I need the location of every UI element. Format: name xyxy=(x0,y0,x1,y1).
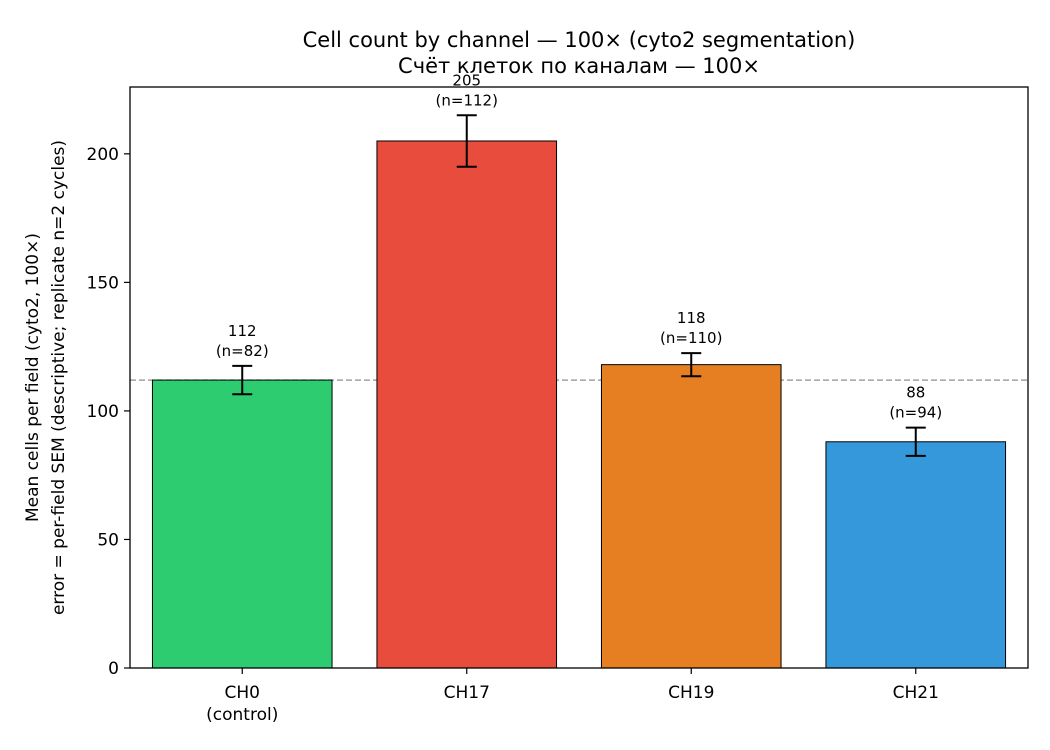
y-axis-label-line: error = per-field SEM (descriptive; repl… xyxy=(49,140,69,615)
bar-value-label: 112 xyxy=(228,322,257,340)
bar-n-label: (n=112) xyxy=(436,91,498,109)
bar-n-label: (n=94) xyxy=(889,404,942,422)
chart-title-line: Счёт клеток по каналам — 100× xyxy=(398,54,760,78)
bar-value-label: 205 xyxy=(452,71,481,89)
x-tick-label: CH21 xyxy=(893,683,939,703)
y-axis: 0 50 100 150 200 xyxy=(87,145,130,679)
chart-title: Cell count by channel — 100× (cyto2 segm… xyxy=(303,28,856,78)
bar-labels: 112 (n=82) 205 (n=112) 118 (n=110) 88 (n=94) xyxy=(216,71,942,421)
bar-n-label: (n=82) xyxy=(216,342,269,360)
x-tick-label: CH19 xyxy=(668,683,714,703)
bar xyxy=(825,441,1007,669)
bar xyxy=(600,364,782,669)
bar xyxy=(376,140,558,669)
x-axis: CH0(control) CH17 CH19 CH21 xyxy=(206,668,939,725)
y-tick-label: 200 xyxy=(87,145,119,165)
bar-n-label: (n=110) xyxy=(660,329,722,347)
x-tick-label: (control) xyxy=(206,705,278,725)
y-axis-label-line: Mean cells per field (cyto2, 100×) xyxy=(23,233,43,522)
y-tick-label: 0 xyxy=(108,659,119,679)
bar xyxy=(151,379,333,669)
chart-title-line: Cell count by channel — 100× (cyto2 segm… xyxy=(303,28,856,52)
y-tick-label: 150 xyxy=(87,273,119,293)
y-tick-label: 100 xyxy=(87,402,119,422)
bar-value-label: 88 xyxy=(906,384,925,402)
y-axis-label: Mean cells per field (cyto2, 100×) error … xyxy=(23,140,69,615)
x-tick-label: CH17 xyxy=(444,683,490,703)
y-tick-label: 50 xyxy=(97,530,119,550)
bars xyxy=(151,140,1007,669)
error-bars xyxy=(232,114,926,457)
plot-frame xyxy=(129,86,1029,669)
bar-value-label: 118 xyxy=(677,309,706,327)
x-tick-label: CH0 xyxy=(225,683,260,703)
